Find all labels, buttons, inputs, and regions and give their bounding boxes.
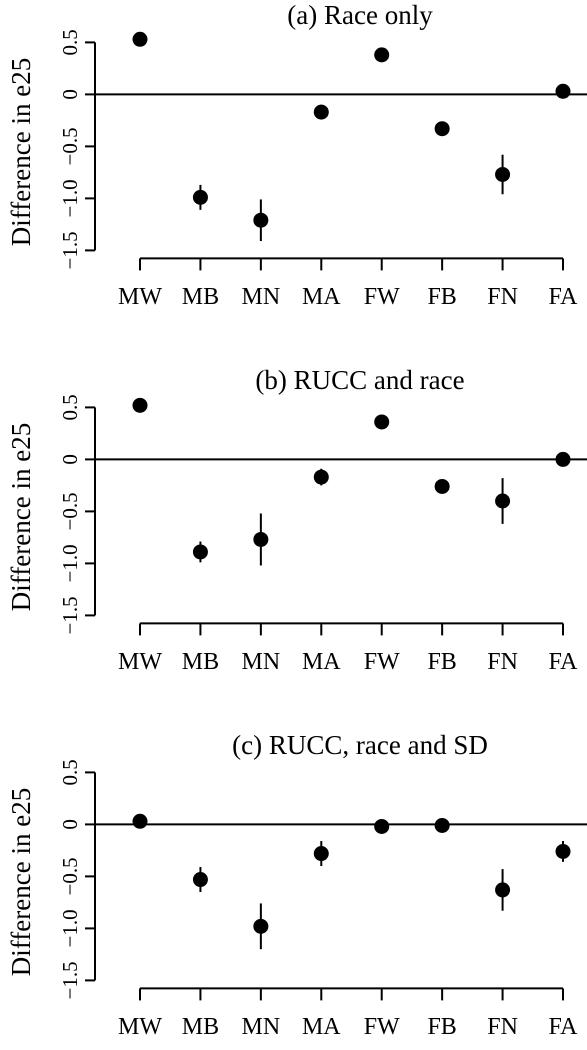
chart-title: (c) RUCC, race and SD xyxy=(232,730,488,760)
point xyxy=(192,872,208,888)
point xyxy=(253,531,269,547)
point xyxy=(434,817,450,833)
x-tick-label: FA xyxy=(549,1014,579,1040)
x-tick-label: FA xyxy=(549,284,579,310)
x-tick-label: MA xyxy=(302,1014,341,1040)
point xyxy=(495,166,511,182)
y-tick-label: −1.5 xyxy=(58,231,82,269)
y-tick-label: −1.5 xyxy=(58,596,82,634)
point xyxy=(132,813,148,829)
point xyxy=(192,189,208,205)
point xyxy=(555,83,571,99)
x-tick-label: FB xyxy=(427,1014,456,1040)
y-tick-label: 0 xyxy=(58,819,82,830)
x-tick-label: FW xyxy=(364,284,400,310)
y-tick-label: −1.0 xyxy=(58,544,82,582)
point xyxy=(253,918,269,934)
point xyxy=(253,212,269,228)
y-tick-label: −0.5 xyxy=(58,492,82,530)
x-tick-label: FW xyxy=(364,1014,400,1040)
point xyxy=(434,478,450,494)
chart-title: (b) RUCC and race xyxy=(255,365,464,395)
x-tick-label: FB xyxy=(427,649,456,675)
y-tick-label: −1.5 xyxy=(58,961,82,999)
x-tick-label: MN xyxy=(242,284,281,310)
x-tick-label: MW xyxy=(118,649,162,675)
y-tick-label: 0.5 xyxy=(58,759,82,785)
y-tick-label: 0 xyxy=(58,89,82,100)
point xyxy=(313,104,329,120)
point xyxy=(192,544,208,560)
x-tick-label: MB xyxy=(182,1014,219,1040)
point xyxy=(495,493,511,509)
point xyxy=(434,121,450,137)
point xyxy=(374,414,390,430)
x-tick-label: MB xyxy=(182,284,219,310)
point xyxy=(313,846,329,862)
y-axis-label: Difference in e25 xyxy=(6,423,36,611)
chart-title: (a) Race only xyxy=(287,0,433,30)
y-tick-label: −0.5 xyxy=(58,857,82,895)
point xyxy=(374,818,390,834)
x-tick-label: MB xyxy=(182,649,219,675)
y-axis-label: Difference in e25 xyxy=(6,788,36,976)
x-tick-label: FN xyxy=(487,1014,518,1040)
x-tick-label: FB xyxy=(427,284,456,310)
x-tick-label: MW xyxy=(118,1014,162,1040)
x-tick-label: FW xyxy=(364,649,400,675)
point xyxy=(555,843,571,859)
point xyxy=(555,451,571,467)
y-tick-label: 0.5 xyxy=(58,394,82,420)
point xyxy=(313,469,329,485)
y-tick-label: −0.5 xyxy=(58,127,82,165)
x-tick-label: MN xyxy=(242,1014,281,1040)
x-tick-label: FA xyxy=(549,649,579,675)
point xyxy=(132,397,148,413)
x-tick-label: MW xyxy=(118,284,162,310)
y-tick-label: −1.0 xyxy=(58,179,82,217)
x-tick-label: MA xyxy=(302,284,341,310)
y-tick-label: 0 xyxy=(58,454,82,465)
x-tick-label: MN xyxy=(242,649,281,675)
point xyxy=(132,31,148,47)
x-tick-label: MA xyxy=(302,649,341,675)
point xyxy=(495,882,511,898)
y-axis-label: Difference in e25 xyxy=(6,58,36,246)
x-tick-label: FN xyxy=(487,284,518,310)
x-tick-label: FN xyxy=(487,649,518,675)
y-tick-label: 0.5 xyxy=(58,29,82,55)
y-tick-label: −1.0 xyxy=(58,909,82,947)
point xyxy=(374,47,390,63)
